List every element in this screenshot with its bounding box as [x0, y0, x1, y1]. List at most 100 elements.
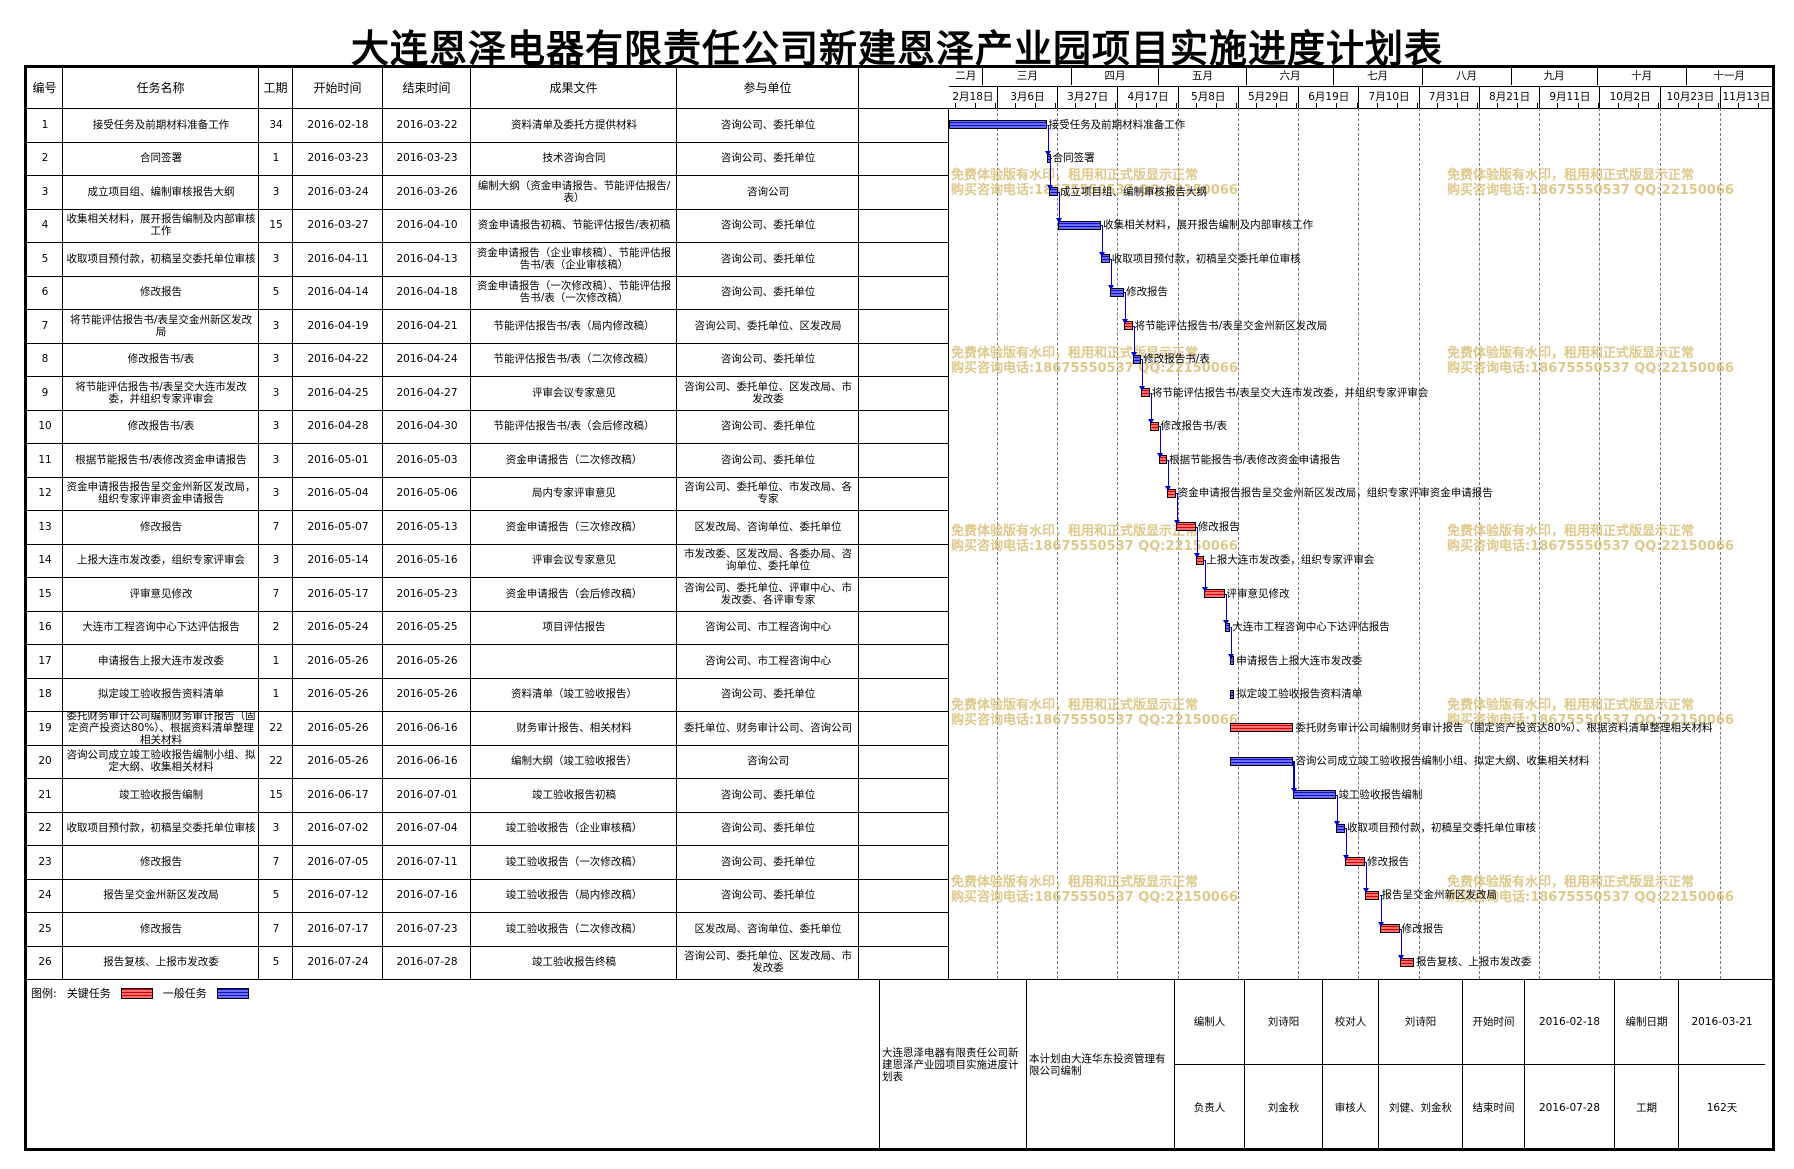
task-id-cell: 21 [38, 788, 52, 801]
gantt-bar-label: 修改报告 [1367, 855, 1410, 868]
task-end-cell: 2016-06-16 [396, 755, 458, 768]
task-output-cell: 竣工验收报告初稿 [532, 788, 616, 801]
gantt-bar[interactable] [1230, 723, 1294, 733]
timeline-month-label: 七月 [1334, 68, 1423, 85]
gantt-bar[interactable] [1175, 522, 1196, 532]
gantt-bar[interactable] [949, 120, 1047, 130]
task-id-cell: 4 [41, 219, 49, 232]
task-start-cell: 2016-03-24 [307, 185, 369, 198]
task-end-cell: 2016-04-30 [396, 420, 458, 433]
timeline-month-label: 二月 [949, 68, 984, 85]
gantt-bar[interactable] [1101, 254, 1110, 264]
dependency-link [1142, 359, 1144, 388]
task-name-cell: 合同签署 [140, 152, 182, 165]
task-end-cell: 2016-05-26 [396, 688, 458, 701]
week-tick [1477, 103, 1479, 108]
gantt-bar[interactable] [1109, 287, 1125, 297]
task-name-cell: 资金申请报告报告呈交金州新区发改局，组织专家评审资金申请报告 [66, 481, 256, 506]
task-output-cell: 节能评估报告书/表（二次修改稿） [493, 353, 655, 366]
gantt-bar[interactable] [1379, 924, 1400, 934]
task-duration-cell: 5 [272, 889, 280, 902]
week-tick [1135, 103, 1137, 108]
dependency-arrow [1122, 318, 1129, 324]
watermark-line: 购买咨询电话:18675550537 QQ:22150066 [951, 712, 1238, 728]
dependency-arrow [1343, 854, 1350, 860]
gantt-bar[interactable] [1149, 421, 1159, 431]
task-id-cell: 14 [38, 554, 52, 567]
watermark-line: 购买咨询电话:18675550537 QQ:22150066 [1447, 712, 1734, 728]
task-start-cell: 2016-07-02 [307, 822, 369, 835]
task-start-cell: 2016-05-07 [307, 520, 369, 533]
task-id-cell: 8 [41, 353, 49, 366]
task-units-cell: 咨询公司、委托单位、区发改局 [694, 319, 842, 332]
task-start-cell: 2016-05-14 [307, 554, 369, 567]
footer-cell: 2016-02-18 [1525, 980, 1615, 1065]
task-duration-cell: 15 [269, 219, 283, 232]
task-output-cell: 竣工验收报告（局内修改稿） [505, 889, 643, 902]
task-end-cell: 2016-06-16 [396, 721, 458, 734]
timeline-gridline [1057, 108, 1059, 979]
week-tick [1155, 103, 1157, 108]
gantt-bar[interactable] [1124, 321, 1133, 331]
gantt-bar[interactable] [1345, 857, 1366, 867]
task-end-cell: 2016-04-18 [396, 286, 458, 299]
watermark-line: 免费体验版有水印，租用和正式版显示正常 [951, 168, 1199, 184]
gantt-bar[interactable] [1049, 187, 1059, 197]
week-tick [1396, 103, 1398, 108]
timeline-week-label: 10月2日 [1600, 87, 1661, 108]
gantt-bar[interactable] [1132, 354, 1142, 364]
task-name-cell: 申请报告上报大连市发改委 [98, 654, 224, 667]
gantt-bar[interactable] [1399, 957, 1414, 967]
gantt-bar[interactable] [1141, 388, 1150, 398]
gantt-bar[interactable] [1167, 488, 1176, 498]
task-id-cell: 3 [41, 185, 49, 198]
column-header: 任务名称 [63, 68, 259, 108]
task-start-cell: 2016-05-01 [307, 453, 369, 466]
gantt-bar[interactable] [1230, 689, 1235, 699]
gantt-bar[interactable] [1230, 756, 1294, 766]
week-tick [1657, 103, 1659, 108]
legend-normal-swatch [216, 987, 249, 999]
legend-critical-swatch [120, 987, 153, 999]
gantt-bar[interactable] [1058, 220, 1102, 230]
watermark-line: 购买咨询电话:18675550537 QQ:22150066 [1447, 890, 1734, 906]
task-units-cell: 咨询公司、委托单位 [720, 152, 816, 165]
dependency-arrow [1165, 486, 1172, 492]
gantt-bar-label: 评审意见修改 [1226, 587, 1290, 600]
task-end-cell: 2016-05-25 [396, 621, 458, 634]
row-divider [27, 208, 949, 210]
legend: 图例: 关键任务 一般任务 [31, 985, 249, 1001]
column-divider [676, 108, 677, 979]
task-units-cell: 区发改局、咨询单位、委托单位 [694, 922, 842, 935]
task-duration-cell: 1 [272, 688, 280, 701]
task-id-cell: 9 [41, 386, 49, 399]
gantt-bar[interactable] [1195, 555, 1205, 565]
task-duration-cell: 7 [272, 855, 280, 868]
gantt-bar[interactable] [1293, 790, 1337, 800]
gantt-bar[interactable] [1336, 823, 1346, 833]
watermark: 免费体验版有水印，租用和正式版显示正常 购买咨询电话:18675550537 QQ… [1447, 346, 1734, 376]
dependency-link [1366, 861, 1368, 891]
task-start-cell: 2016-07-17 [307, 922, 369, 935]
dependency-arrow [1056, 218, 1063, 224]
task-output-cell: 编制大纲（竣工验收报告） [511, 755, 637, 768]
dependency-arrow [1228, 653, 1235, 659]
row-divider [27, 912, 949, 913]
task-start-cell: 2016-04-11 [307, 252, 369, 265]
week-tick [1537, 103, 1539, 108]
legend-normal-label: 一般任务 [162, 987, 207, 1000]
dependency-link [1150, 392, 1152, 422]
gantt-bar[interactable] [1204, 589, 1225, 599]
task-start-cell: 2016-05-24 [307, 621, 369, 634]
timeline-week-label: 8月21日 [1480, 87, 1541, 108]
task-units-cell: 咨询公司 [747, 185, 789, 198]
task-name-cell: 修改报告 [140, 922, 182, 935]
footer-cell: 刘诗阳 [1245, 980, 1323, 1065]
week-tick [1236, 103, 1237, 108]
timeline-month-label: 六月 [1247, 68, 1334, 85]
task-start-cell: 2016-06-17 [307, 788, 369, 801]
gantt-bar-label: 接受任务及前期材料准备工作 [1048, 118, 1186, 131]
gantt-bar[interactable] [1158, 455, 1168, 465]
dependency-arrow [1222, 620, 1229, 626]
gantt-bar[interactable] [1365, 890, 1380, 900]
